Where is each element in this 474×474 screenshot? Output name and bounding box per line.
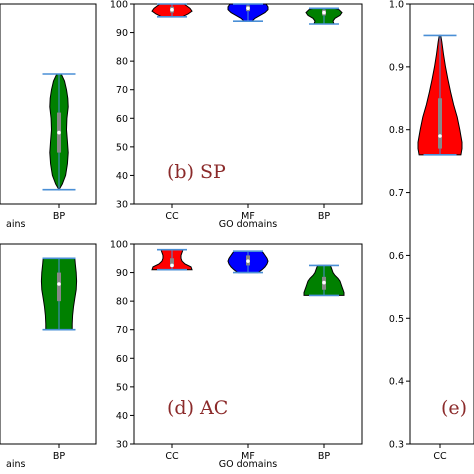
x-tick-label: BP (318, 451, 331, 462)
axes-frame (409, 3, 474, 445)
violin-median (322, 280, 326, 285)
violin-median (322, 10, 326, 15)
x-axis-title: ains (6, 219, 25, 230)
violin-median (57, 130, 61, 135)
panel-e: 0.3 0.4 0.5 0.6 0.7 0.8 0.9 1.0 CC (e) (389, 0, 474, 462)
violin-median (57, 282, 61, 286)
x-tick-label: BP (53, 451, 66, 462)
y-tick-label: 30 (116, 200, 128, 211)
violin-median (246, 6, 250, 11)
y-tick-label: 0.6 (389, 251, 404, 262)
violin-median (246, 259, 250, 263)
panel-d: 30 40 50 60 70 80 90 100 CC MF BP GO domains (d) AC (110, 240, 363, 470)
x-tick-label: CC (165, 451, 179, 462)
x-tick-label: MF (241, 211, 255, 222)
x-axis-title: GO domains (219, 219, 277, 230)
violin-iqr-box (438, 98, 442, 149)
panel-label: (b) SP (167, 161, 226, 183)
y-tick-label: 80 (116, 57, 128, 68)
y-tick-label: 0.5 (389, 314, 404, 325)
x-tick-label: MF (241, 451, 255, 462)
x-tick-label: BP (318, 211, 331, 222)
violin-median (170, 263, 174, 268)
y-tick-label: 40 (116, 411, 128, 422)
panel-c: BP ains (0, 243, 97, 470)
y-tick-label: 0.4 (389, 377, 404, 388)
y-tick-label: 60 (116, 114, 128, 125)
y-tick-label: 50 (116, 142, 128, 153)
violin-iqr-box (57, 272, 61, 302)
y-tick-label: 100 (110, 240, 128, 251)
axes-frame (0, 3, 97, 205)
y-tick-label: 0.8 (389, 125, 404, 136)
y-tick-label: 90 (116, 28, 128, 39)
x-axis-title: GO domains (219, 459, 277, 470)
violin-median (170, 7, 174, 12)
y-tick-label: 30 (116, 440, 128, 451)
y-tick-label: 0.9 (389, 62, 404, 73)
y-tick-label: 100 (110, 0, 128, 11)
panel-label: (e) (441, 397, 467, 419)
y-tick-label: 70 (116, 325, 128, 336)
y-tick-label: 60 (116, 354, 128, 365)
x-axis-title: ains (6, 459, 25, 470)
x-tick-label: BP (53, 211, 66, 222)
panel-label: (d) AC (167, 397, 228, 419)
panel-b: 30 40 50 60 70 80 90 100 CC MF BP GO domains (b) SP (110, 0, 363, 230)
y-tick-label: 0.7 (389, 188, 404, 199)
y-tick-label: 80 (116, 297, 128, 308)
panel-a: BP ains (0, 3, 97, 230)
y-tick-label: 0.3 (389, 440, 404, 451)
x-tick-label: CC (165, 211, 179, 222)
x-tick-label: CC (433, 451, 447, 462)
violin-median (438, 134, 442, 138)
y-tick-label: 1.0 (389, 0, 404, 11)
y-tick-label: 50 (116, 382, 128, 393)
violin-iqr-box (170, 258, 174, 267)
y-tick-label: 40 (116, 171, 128, 182)
axes-frame (0, 243, 97, 445)
y-tick-label: 90 (116, 268, 128, 279)
y-tick-label: 70 (116, 85, 128, 96)
